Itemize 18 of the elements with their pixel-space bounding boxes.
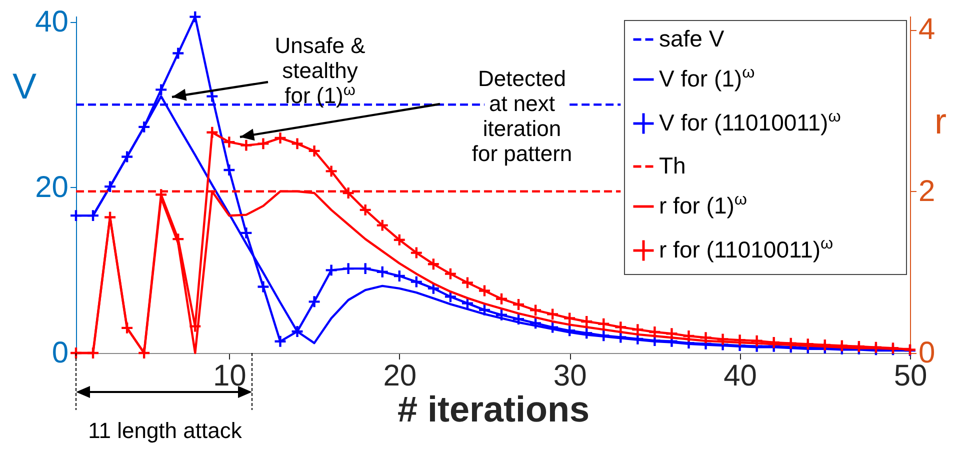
- x-tick-label: 10: [212, 360, 246, 392]
- legend-label: r for (1)$^{ω}$: [659, 190, 747, 218]
- text: 11 length attack: [88, 418, 243, 443]
- x-tick-label: 40: [724, 360, 757, 392]
- annotation: Unsafe & stealthy for (1)$^{ω}$: [274, 33, 366, 108]
- y2-tick-label: 4: [918, 13, 936, 46]
- legend-label: safe V: [659, 26, 725, 52]
- y2-tick-label: 2: [918, 174, 936, 208]
- legend-label: Th: [659, 152, 686, 178]
- legend-label: V for (1)$^{ω}$: [659, 64, 755, 92]
- y-tick-label: 0: [52, 336, 68, 370]
- legend-label: V for (11010011)$^{ω}$: [659, 108, 841, 136]
- y-tick-label: 40: [35, 5, 68, 38]
- legend-label: r for (11010011)$^{ω}$: [659, 234, 834, 262]
- y-tick-label: 20: [35, 170, 68, 204]
- annotation: Detected at next iteration for pattern: [472, 66, 572, 166]
- y-axis-title: V: [12, 66, 37, 106]
- y2-axis-title: r: [934, 100, 946, 142]
